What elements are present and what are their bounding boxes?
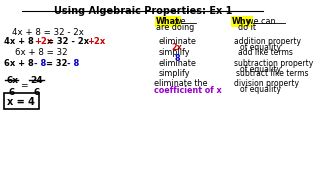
Text: 8: 8: [174, 54, 180, 63]
Text: eliminate: eliminate: [159, 37, 197, 46]
Text: +2x: +2x: [87, 37, 106, 46]
Text: Why: Why: [232, 17, 252, 26]
Text: we can: we can: [247, 17, 276, 26]
Text: 2x: 2x: [172, 43, 182, 52]
Text: subtraction property: subtraction property: [234, 59, 313, 68]
Text: 6: 6: [8, 88, 14, 97]
Text: Using Algebraic Properties: Ex 1: Using Algebraic Properties: Ex 1: [54, 6, 232, 16]
Text: of equality: of equality: [240, 43, 281, 52]
Text: = 32: = 32: [46, 59, 71, 68]
Text: add like terms: add like terms: [238, 48, 293, 57]
Text: 6x + 8: 6x + 8: [4, 59, 37, 68]
Text: 4x + 8 = 32 - 2x: 4x + 8 = 32 - 2x: [12, 28, 84, 37]
Text: 24: 24: [30, 76, 43, 85]
Text: 6: 6: [34, 88, 40, 97]
Text: simplify: simplify: [159, 69, 190, 78]
Text: division property: division property: [234, 79, 299, 88]
Text: do it: do it: [238, 23, 256, 32]
Text: =: =: [20, 81, 28, 90]
Text: of equality: of equality: [240, 85, 281, 94]
FancyBboxPatch shape: [4, 93, 39, 109]
Text: we: we: [175, 17, 187, 26]
Text: 6x: 6x: [6, 76, 18, 85]
Text: addition property: addition property: [234, 37, 301, 46]
Text: eliminate: eliminate: [159, 59, 197, 68]
Text: x = 4: x = 4: [7, 97, 36, 107]
Text: - 8: - 8: [34, 59, 46, 68]
Text: +2x: +2x: [34, 37, 52, 46]
Text: subtract like terms: subtract like terms: [236, 69, 308, 78]
Text: = 32 - 2x: = 32 - 2x: [47, 37, 92, 46]
Text: What: What: [156, 17, 180, 26]
Text: of equality: of equality: [240, 65, 281, 74]
Text: coefficient of x: coefficient of x: [154, 86, 221, 95]
Text: 6x + 8 = 32: 6x + 8 = 32: [15, 48, 68, 57]
Text: - 8: - 8: [67, 59, 79, 68]
Text: eliminate the: eliminate the: [154, 79, 207, 88]
Text: simplify: simplify: [159, 48, 190, 57]
Text: are doing: are doing: [156, 23, 195, 32]
Text: 4x + 8: 4x + 8: [4, 37, 37, 46]
